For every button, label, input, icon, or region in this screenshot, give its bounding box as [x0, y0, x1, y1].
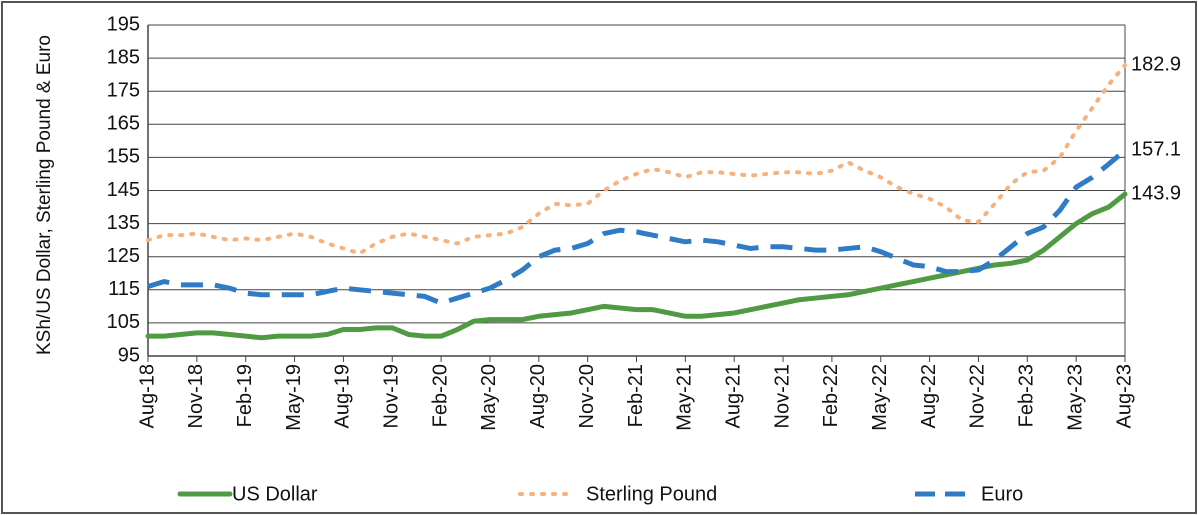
end-value-label: 182.9 [1131, 53, 1181, 75]
x-tick-label: Aug-23 [1113, 364, 1135, 429]
x-tick-label: Aug-19 [332, 364, 354, 429]
y-tick-label: 195 [107, 13, 140, 35]
x-tick-label: May-19 [283, 364, 305, 431]
x-tick-label: Feb-22 [820, 364, 842, 427]
x-tick-label: Aug-18 [136, 364, 158, 429]
x-tick-label: Nov-20 [576, 364, 598, 428]
legend-label: Sterling Pound [586, 483, 717, 505]
y-tick-label: 155 [107, 146, 140, 168]
x-tick-label: May-23 [1064, 364, 1086, 431]
y-tick-label: 165 [107, 113, 140, 135]
end-value-label: 157.1 [1131, 139, 1181, 161]
x-tick-label: Feb-23 [1016, 364, 1038, 427]
end-value-label: 143.9 [1131, 182, 1181, 204]
y-tick-label: 135 [107, 212, 140, 234]
series-line [145, 191, 1128, 341]
x-tick-label: Feb-19 [234, 364, 256, 427]
x-tick-label: Nov-22 [967, 364, 989, 428]
x-tick-label: Nov-19 [381, 364, 403, 428]
x-tick-label: May-21 [674, 364, 696, 431]
x-tick-label: Feb-20 [429, 364, 451, 427]
y-tick-label: 185 [107, 46, 140, 68]
y-tick-label: 125 [107, 245, 140, 267]
x-tick-label: Aug-20 [527, 364, 549, 429]
series-line [146, 63, 1127, 256]
x-tick-label: Nov-21 [771, 364, 793, 428]
x-tick-label: Nov-18 [185, 364, 207, 428]
x-tick-label: May-22 [869, 364, 891, 431]
y-tick-label: 105 [107, 311, 140, 333]
x-tick-label: May-20 [478, 364, 500, 431]
legend-label: US Dollar [232, 483, 318, 505]
x-tick-label: Aug-22 [918, 364, 940, 429]
x-tick-label: Aug-21 [722, 364, 744, 429]
series-line [147, 148, 1127, 306]
y-axis-title: KSh/US Dollar, Sterling Pound & Euro [34, 35, 55, 355]
y-tick-label: 115 [108, 278, 140, 300]
legend-label: Euro [981, 483, 1023, 505]
x-tick-label: Feb-21 [625, 364, 647, 427]
y-tick-label: 95 [118, 344, 140, 366]
y-tick-label: 145 [107, 179, 140, 201]
y-tick-label: 175 [107, 79, 140, 101]
